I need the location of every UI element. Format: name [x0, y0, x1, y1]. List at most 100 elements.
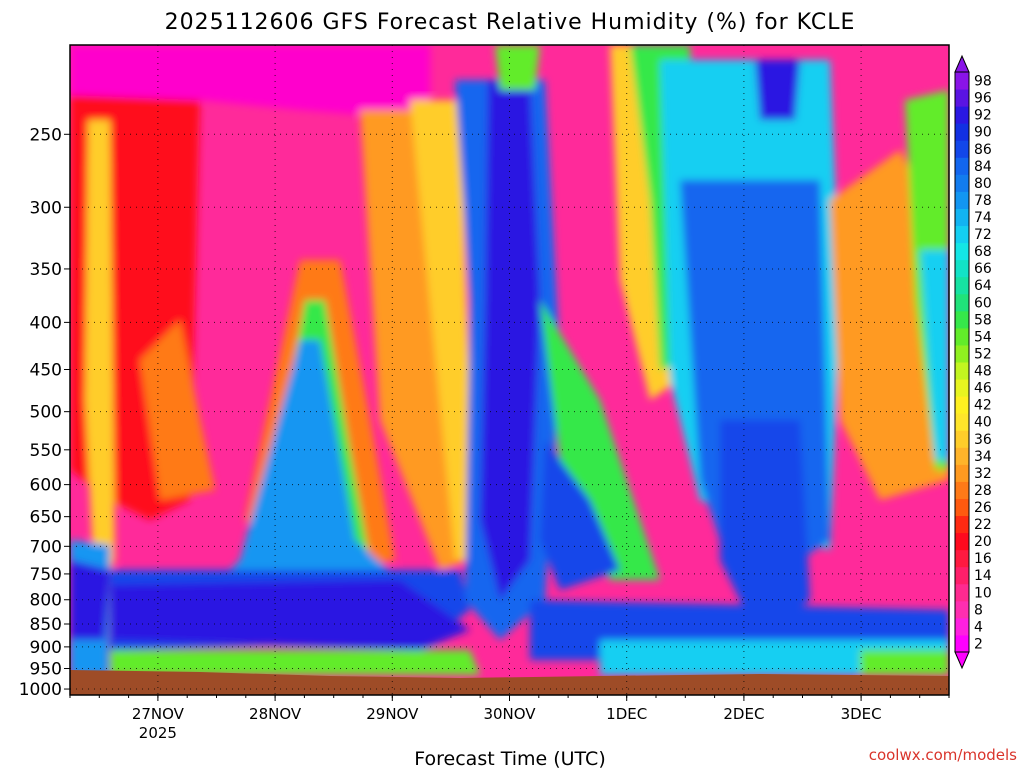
colorbar-tick-label: 32 — [974, 466, 992, 482]
y-tick-label: 550 — [30, 441, 62, 461]
rh-region-lowlevel-violet — [110, 580, 470, 650]
colorbar-cell — [955, 566, 969, 585]
colorbar-cell — [955, 481, 969, 499]
colorbar-tick-label: 36 — [974, 432, 992, 448]
y-tick-label: 950 — [30, 660, 62, 680]
rh-region-ridge-28nov-core — [200, 340, 400, 600]
gridlines — [70, 45, 949, 695]
y-tick-label: 700 — [30, 537, 62, 557]
y-tick-label: 750 — [30, 565, 62, 585]
colorbar-cell — [955, 549, 969, 568]
y-tick-label: 350 — [30, 260, 62, 280]
x-tick-label: 3DEC — [841, 705, 882, 723]
y-tick-label: 650 — [30, 508, 62, 528]
y-tick-label: 250 — [30, 125, 62, 145]
rh-region-slant-blue — [540, 440, 620, 590]
colorbar-cell — [955, 310, 969, 329]
colorbar-tick-label: 90 — [974, 125, 992, 141]
colorbar-cell — [955, 532, 969, 551]
x-axis: 27NOV 28NOV 29NOV 30NOV 1DEC 2DEC 3DEC — [69, 695, 950, 723]
colorbar-cell — [955, 174, 969, 192]
colorbar-cell — [955, 600, 969, 619]
y-tick-label: 600 — [30, 476, 62, 496]
rh-region-slant-green — [540, 300, 660, 580]
colorbar-tick-label: 26 — [974, 500, 992, 516]
colorbar-tick-label: 98 — [974, 74, 992, 90]
x-tick-label: 30NOV — [483, 705, 536, 723]
colorbar-cell — [955, 72, 969, 90]
x-tick-label: 27NOV — [132, 705, 185, 723]
colorbar-cell — [955, 634, 969, 653]
y-tick-label: 300 — [30, 198, 62, 218]
colorbar-cell — [955, 583, 969, 602]
colorbar-tick-label: 42 — [974, 398, 992, 414]
x-tick-label: 1DEC — [606, 705, 647, 723]
colorbar-tick-label: 22 — [974, 517, 992, 533]
colorbar-tick-label: 40 — [974, 415, 992, 431]
colorbar-cell — [955, 225, 969, 244]
rh-region-sat-left — [70, 560, 110, 640]
x-tick-label: 2DEC — [723, 705, 764, 723]
x-axis-label: Forecast Time (UTC) — [414, 748, 605, 768]
colorbar-cell — [955, 242, 969, 261]
chart-title: 2025112606 GFS Forecast Relative Humidit… — [165, 10, 856, 35]
colorbar-cell — [955, 140, 969, 158]
colorbar-cell — [955, 89, 969, 107]
colorbar-cell — [955, 362, 969, 380]
colorbar-cell — [955, 191, 969, 209]
colorbar-cell — [955, 379, 969, 397]
colorbar-tick-label: 64 — [974, 278, 992, 294]
plot-area — [70, 45, 949, 695]
rh-region-lowlevel-east-green — [860, 650, 949, 675]
rh-region-plume-left — [85, 120, 115, 600]
watermark: coolwx.com/models — [869, 746, 1017, 764]
colorbar-tick-label: 54 — [974, 329, 992, 345]
y-tick-label: 400 — [30, 313, 62, 333]
colorbar-tick-label: 34 — [974, 449, 992, 465]
colorbar-tick-label: 2 — [974, 636, 983, 652]
colorbar-cell — [955, 106, 969, 124]
colorbar-bottom-arrow — [954, 651, 970, 670]
colorbar: 2481014162022262832343640424648525458606… — [954, 54, 992, 670]
colorbar-cell — [955, 498, 969, 517]
x-tick-label: 28NOV — [249, 705, 302, 723]
colorbar-frame — [954, 71, 970, 653]
colorbar-tick-label: 46 — [974, 381, 992, 397]
terrain — [70, 670, 949, 695]
colorbar-cell — [955, 430, 969, 448]
colorbar-cell — [955, 464, 969, 482]
colorbar-tick-label: 14 — [974, 568, 992, 584]
rh-region-wedge-left — [360, 110, 470, 570]
colorbar-cell — [955, 515, 969, 534]
colorbar-tick-label: 92 — [974, 108, 992, 124]
y-tick-label: 1000 — [19, 680, 62, 700]
rh-region-dry-upper — [70, 45, 430, 120]
colorbar-cell — [955, 447, 969, 465]
colorbar-tick-label: 84 — [974, 159, 992, 175]
colorbar-cell — [955, 276, 969, 295]
y-tick-label: 500 — [30, 403, 62, 423]
colorbar-tick-label: 66 — [974, 261, 992, 277]
colorbar-cell — [955, 617, 969, 636]
colorbar-cell — [955, 396, 969, 414]
colorbar-tick-label: 68 — [974, 244, 992, 260]
colorbar-tick-label: 80 — [974, 176, 992, 192]
colorbar-cell — [955, 208, 969, 227]
rh-region-orange-mid — [140, 320, 215, 500]
colorbar-cell — [955, 344, 969, 363]
y-tick-label: 800 — [30, 591, 62, 611]
colorbar-tick-label: 16 — [974, 551, 992, 567]
colorbar-tick-label: 72 — [974, 227, 992, 243]
colorbar-cell — [955, 327, 969, 346]
colorbar-tick-label: 28 — [974, 483, 992, 499]
colorbar-tick-label: 74 — [974, 210, 992, 226]
x-tick-label: 29NOV — [366, 705, 419, 723]
rh-region-column-top — [495, 45, 540, 90]
colorbar-tick-label: 10 — [974, 585, 992, 601]
colorbar-tick-label: 58 — [974, 312, 992, 328]
colorbar-top-arrow — [954, 54, 970, 73]
colorbar-cell — [955, 123, 969, 141]
colorbar-tick-label: 8 — [974, 602, 983, 618]
colorbar-cell — [955, 413, 969, 431]
